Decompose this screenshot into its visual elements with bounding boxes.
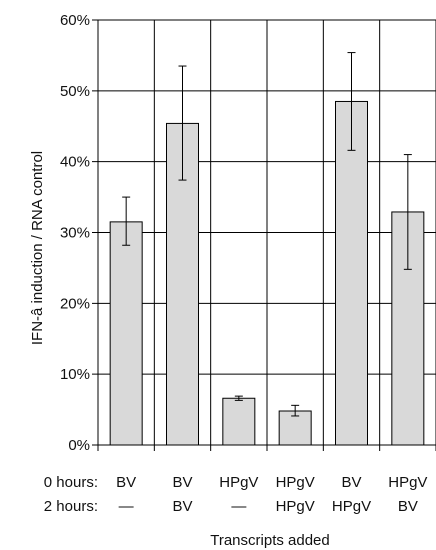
bar-2 [222,397,256,446]
category-label-2h-4: HPgV [332,498,371,515]
category-label-0h-3: HPgV [276,474,315,491]
category-label-2h-0: — [119,498,134,515]
category-label-0h-2: HPgV [219,474,258,491]
axes [97,20,436,451]
category-label-0h-4: BV [341,474,361,491]
category-labels: BV — BV BV HPgV — HPgV HPgV BV HPgV HPgV BV [116,474,427,515]
bar-4 [335,100,368,446]
category-label-2h-2: — [231,498,246,515]
x-axis-title: Transcripts added [210,532,330,549]
y-tick-label-2: 20% [60,295,90,312]
y-tick-label-3: 30% [60,225,90,242]
y-axis-title: IFN-â induction / RNA control [29,151,46,345]
category-label-0h-0: BV [116,474,136,491]
bar-0 [109,221,143,446]
y-tick-label-5: 50% [60,83,90,100]
gridlines [92,19,436,446]
category-label-0h-1: BV [172,474,192,491]
y-tick-label-6: 60% [60,12,90,29]
row-label-2-hours: 2 hours: [44,498,98,515]
y-tick-labels: 0% 10% 20% 30% 40% 50% 60% [60,12,90,454]
bar-3 [278,410,312,446]
row-label-0-hours: 0 hours: [44,474,98,491]
category-label-0h-5: HPgV [388,474,427,491]
error-bars [122,52,412,417]
y-tick-label-4: 40% [60,154,90,171]
category-label-2h-3: HPgV [276,498,315,515]
y-tick-label-0: 0% [68,437,90,454]
category-label-2h-5: BV [398,498,418,515]
category-label-2h-1: BV [172,498,192,515]
y-tick-label-1: 10% [60,366,90,383]
